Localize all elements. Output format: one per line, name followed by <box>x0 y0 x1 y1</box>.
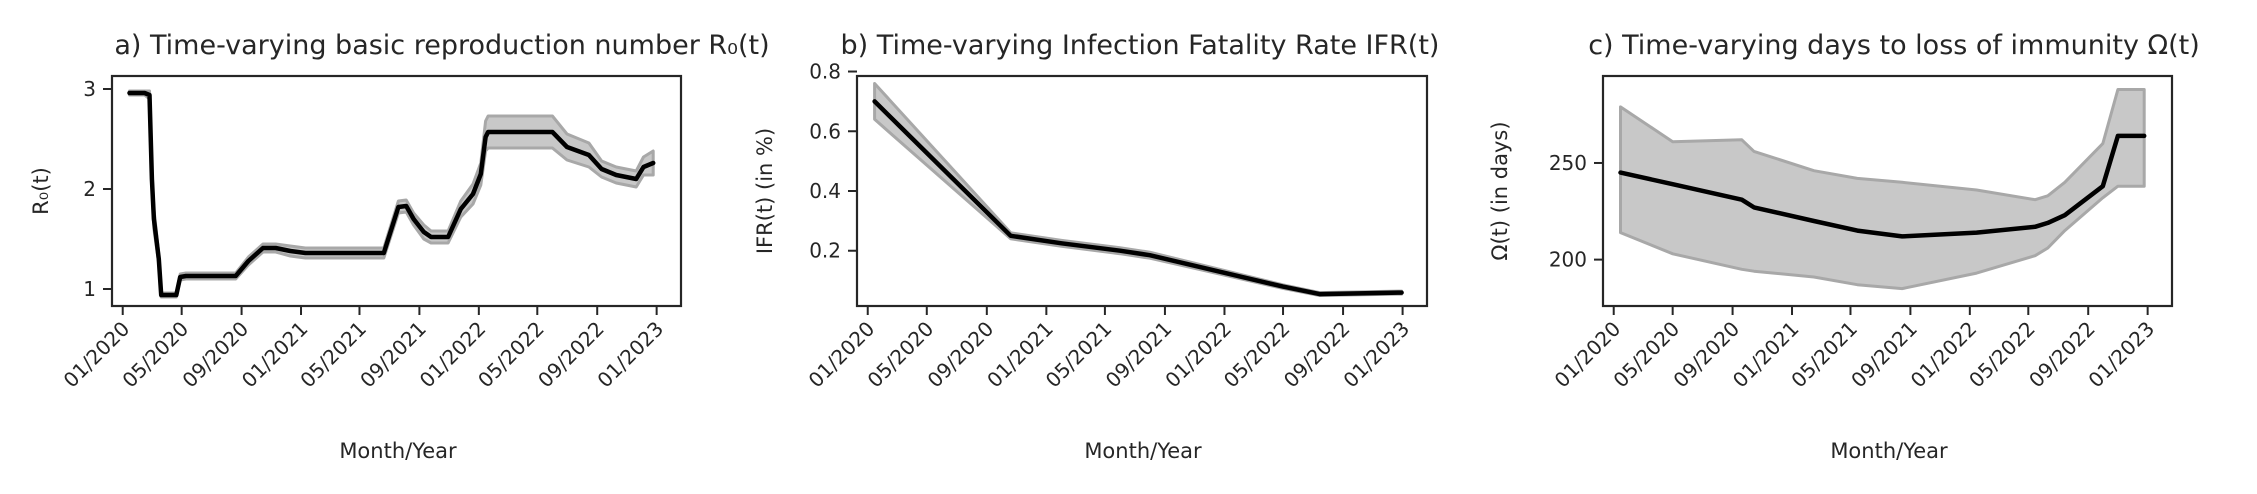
y-tick-label: 0.8 <box>809 60 841 84</box>
x-axis-c: 01/202005/202009/202001/202105/202109/20… <box>1550 306 2159 393</box>
chart-title-a: a) Time-varying basic reproduction numbe… <box>114 30 769 61</box>
x-axis-label-a: Month/Year <box>339 439 457 463</box>
y-tick-label: 3 <box>83 77 96 101</box>
y-axis-label-a: R₀(t) <box>29 167 53 215</box>
x-tick-label: 01/2023 <box>1338 317 1414 393</box>
confidence-band-c <box>1619 88 2146 291</box>
y-tick-label: 200 <box>1549 248 1587 272</box>
y-tick-label: 250 <box>1549 151 1587 175</box>
y-axis-label-b: IFR(t) (in %) <box>753 128 777 254</box>
y-tick-label: 0.6 <box>809 119 841 143</box>
y-tick-label: 0.4 <box>809 179 841 203</box>
x-axis-a: 01/202005/202009/202001/202105/202109/20… <box>59 306 668 393</box>
y-axis-a: 1 2 3 <box>83 77 112 301</box>
y-axis-c: 200 250 <box>1549 151 1603 272</box>
confidence-band-b <box>873 82 1404 297</box>
y-axis-label-c: Ω(t) (in days) <box>1488 121 1512 260</box>
confidence-band-a <box>128 89 655 299</box>
chart-title-c: c) Time-varying days to loss of immunity… <box>1588 30 2200 61</box>
x-tick-label: 01/2023 <box>2083 317 2159 393</box>
x-tick-label: 01/2023 <box>592 317 668 393</box>
x-axis-label-c: Month/Year <box>1830 439 1948 463</box>
series-line-b <box>872 99 1404 297</box>
x-axis-b: 01/202005/202009/202001/202105/202109/20… <box>804 306 1414 393</box>
y-axis-b: 0.2 0.4 0.6 0.8 <box>809 60 857 263</box>
plot-frame-c <box>1601 74 2174 308</box>
panel-b: b) Time-varying Infection Fatality Rate … <box>753 30 1439 463</box>
plot-frame-a <box>110 74 683 308</box>
x-axis-label-b: Month/Year <box>1084 439 1202 463</box>
panel-a: a) Time-varying basic reproduction numbe… <box>29 30 770 463</box>
plot-frame-b <box>855 74 1429 308</box>
chart-title-b: b) Time-varying Infection Fatality Rate … <box>841 30 1440 61</box>
series-line-a <box>127 90 656 298</box>
y-tick-label: 2 <box>83 177 96 201</box>
series-line-c <box>1618 133 2147 239</box>
panel-c: c) Time-varying days to loss of immunity… <box>1488 30 2200 463</box>
y-tick-label: 0.2 <box>809 239 841 263</box>
y-tick-label: 1 <box>83 277 96 301</box>
